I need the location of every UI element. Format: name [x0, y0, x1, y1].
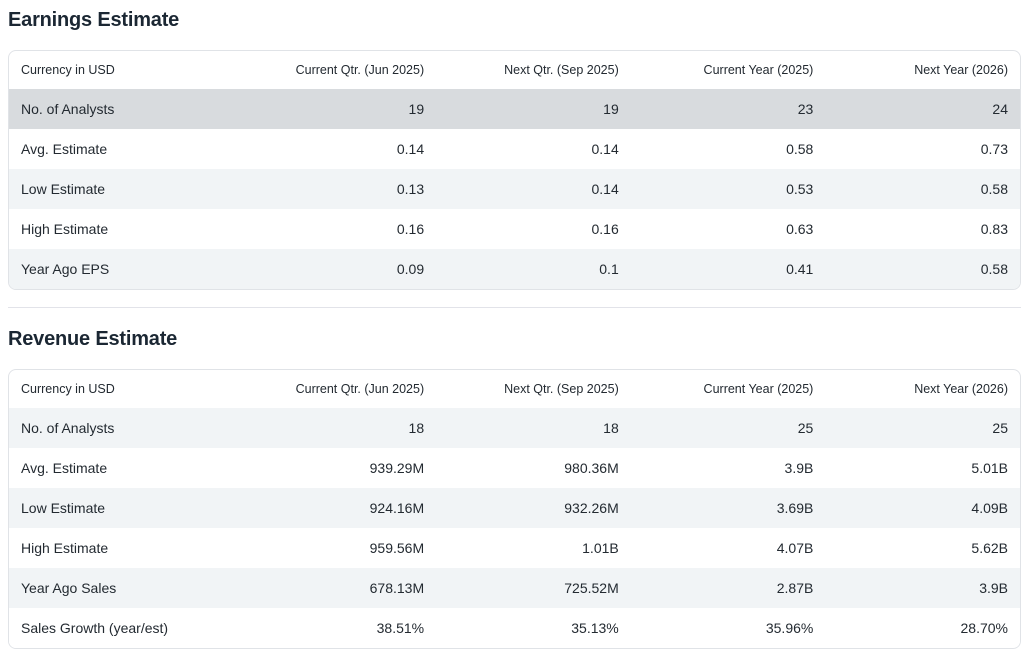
cell-value: 28.70%: [960, 620, 1008, 636]
cell-value: 0.58: [980, 181, 1008, 197]
cell-value: 1.01B: [582, 540, 619, 556]
cell-value: 3.9B: [784, 460, 814, 476]
cell-value: 38.51%: [376, 620, 425, 636]
cell-value: 0.58: [786, 141, 814, 157]
cell-value: 25: [992, 420, 1008, 436]
cell-value: 23: [797, 101, 814, 117]
cell-value: 19: [603, 101, 619, 117]
earnings-estimate-section: Earnings Estimate Currency in USD Curren…: [8, 0, 1021, 290]
column-header-currency: Currency in USD: [21, 63, 115, 77]
column-header-current-qtr: Current Qtr. (Jun 2025): [295, 382, 425, 396]
table-row: Low Estimate 0.13 0.14 0.53 0.58: [9, 169, 1020, 209]
row-label: Avg. Estimate: [21, 460, 108, 476]
table-row: Sales Growth (year/est) 38.51% 35.13% 35.96…: [9, 608, 1020, 648]
table-row: Low Estimate 924.16M 932.26M 3.69B 4.09B: [9, 488, 1020, 528]
cell-value: 0.63: [786, 221, 814, 237]
cell-value: 932.26M: [564, 500, 619, 516]
column-header-next-year: Next Year (2026): [914, 382, 1008, 396]
cell-value: 24: [992, 101, 1008, 117]
table-row: No. of Analysts 18 18 25 25: [9, 408, 1020, 448]
cell-value: 725.52M: [564, 580, 619, 596]
column-header-current-qtr: Current Qtr. (Jun 2025): [295, 63, 425, 77]
row-label: Year Ago Sales: [21, 580, 117, 596]
table-header-row: Currency in USD Current Qtr. (Jun 2025) …: [9, 51, 1020, 89]
revenue-estimate-section: Revenue Estimate Currency in USD Current…: [8, 327, 1021, 649]
cell-value: 18: [603, 420, 619, 436]
cell-value: 0.58: [980, 261, 1008, 277]
cell-value: 19: [408, 101, 425, 117]
cell-value: 678.13M: [369, 580, 425, 596]
table-body: No. of Analysts 18 18 25 25 Avg. Estimate 939.…: [9, 408, 1020, 648]
cell-value: 0.14: [396, 141, 425, 157]
table-body: No. of Analysts 19 19 23 24 Avg. Estimate 0.14…: [9, 89, 1020, 289]
row-label: No. of Analysts: [21, 420, 115, 436]
row-label: Low Estimate: [21, 181, 106, 197]
cell-value: 980.36M: [564, 460, 619, 476]
cell-value: 35.13%: [571, 620, 619, 636]
row-label: High Estimate: [21, 221, 109, 237]
cell-value: 0.83: [980, 221, 1008, 237]
row-label: Year Ago EPS: [21, 261, 110, 277]
cell-value: 35.96%: [765, 620, 814, 636]
table-row: Avg. Estimate 0.14 0.14 0.58 0.73: [9, 129, 1020, 169]
page-title: Earnings Estimate: [8, 9, 180, 31]
cell-value: 0.73: [980, 141, 1008, 157]
table-row: Year Ago Sales 678.13M 725.52M 2.87B 3.9B: [9, 568, 1020, 608]
table-row: High Estimate 959.56M 1.01B 4.07B 5.62B: [9, 528, 1020, 568]
cell-value: 3.9B: [979, 580, 1008, 596]
cell-value: 0.14: [591, 181, 619, 197]
table-row: No. of Analysts 19 19 23 24: [9, 89, 1020, 129]
column-header-current-year: Current Year (2025): [703, 382, 814, 396]
cell-value: 0.53: [786, 181, 814, 197]
row-label: No. of Analysts: [21, 101, 115, 117]
row-label: Sales Growth (year/est): [21, 620, 169, 636]
cell-value: 0.16: [591, 221, 619, 237]
row-label: High Estimate: [21, 540, 109, 556]
cell-value: 4.07B: [776, 540, 814, 556]
column-header-next-qtr: Next Qtr. (Sep 2025): [504, 382, 619, 396]
column-header-currency: Currency in USD: [21, 382, 115, 396]
cell-value: 0.13: [396, 181, 425, 197]
revenue-estimate-table: Currency in USD Current Qtr. (Jun 2025) …: [8, 369, 1021, 649]
page-title: Revenue Estimate: [8, 328, 178, 350]
table-row: High Estimate 0.16 0.16 0.63 0.83: [9, 209, 1020, 249]
table-header-row: Currency in USD Current Qtr. (Jun 2025) …: [9, 370, 1020, 408]
cell-value: 3.69B: [776, 500, 814, 516]
row-label: Low Estimate: [21, 500, 106, 516]
table-row: Year Ago EPS 0.09 0.1 0.41 0.58: [9, 249, 1020, 289]
cell-value: 18: [408, 420, 425, 436]
cell-value: 0.14: [591, 141, 619, 157]
cell-value: 0.09: [396, 261, 425, 277]
cell-value: 939.29M: [369, 460, 425, 476]
column-header-current-year: Current Year (2025): [703, 63, 814, 77]
cell-value: 2.87B: [776, 580, 814, 596]
cell-value: 0.16: [396, 221, 425, 237]
cell-value: 924.16M: [369, 500, 425, 516]
column-header-next-year: Next Year (2026): [914, 63, 1008, 77]
cell-value: 25: [797, 420, 814, 436]
row-label: Avg. Estimate: [21, 141, 108, 157]
cell-value: 959.56M: [369, 540, 425, 556]
cell-value: 5.62B: [971, 540, 1008, 556]
table-row: Avg. Estimate 939.29M 980.36M 3.9B 5.01B: [9, 448, 1020, 488]
cell-value: 0.1: [599, 261, 619, 277]
cell-value: 5.01B: [971, 460, 1008, 476]
cell-value: 0.41: [786, 261, 814, 277]
column-header-next-qtr: Next Qtr. (Sep 2025): [504, 63, 619, 77]
section-divider: [8, 307, 1021, 308]
earnings-estimate-table: Currency in USD Current Qtr. (Jun 2025) …: [8, 50, 1021, 290]
cell-value: 4.09B: [971, 500, 1008, 516]
